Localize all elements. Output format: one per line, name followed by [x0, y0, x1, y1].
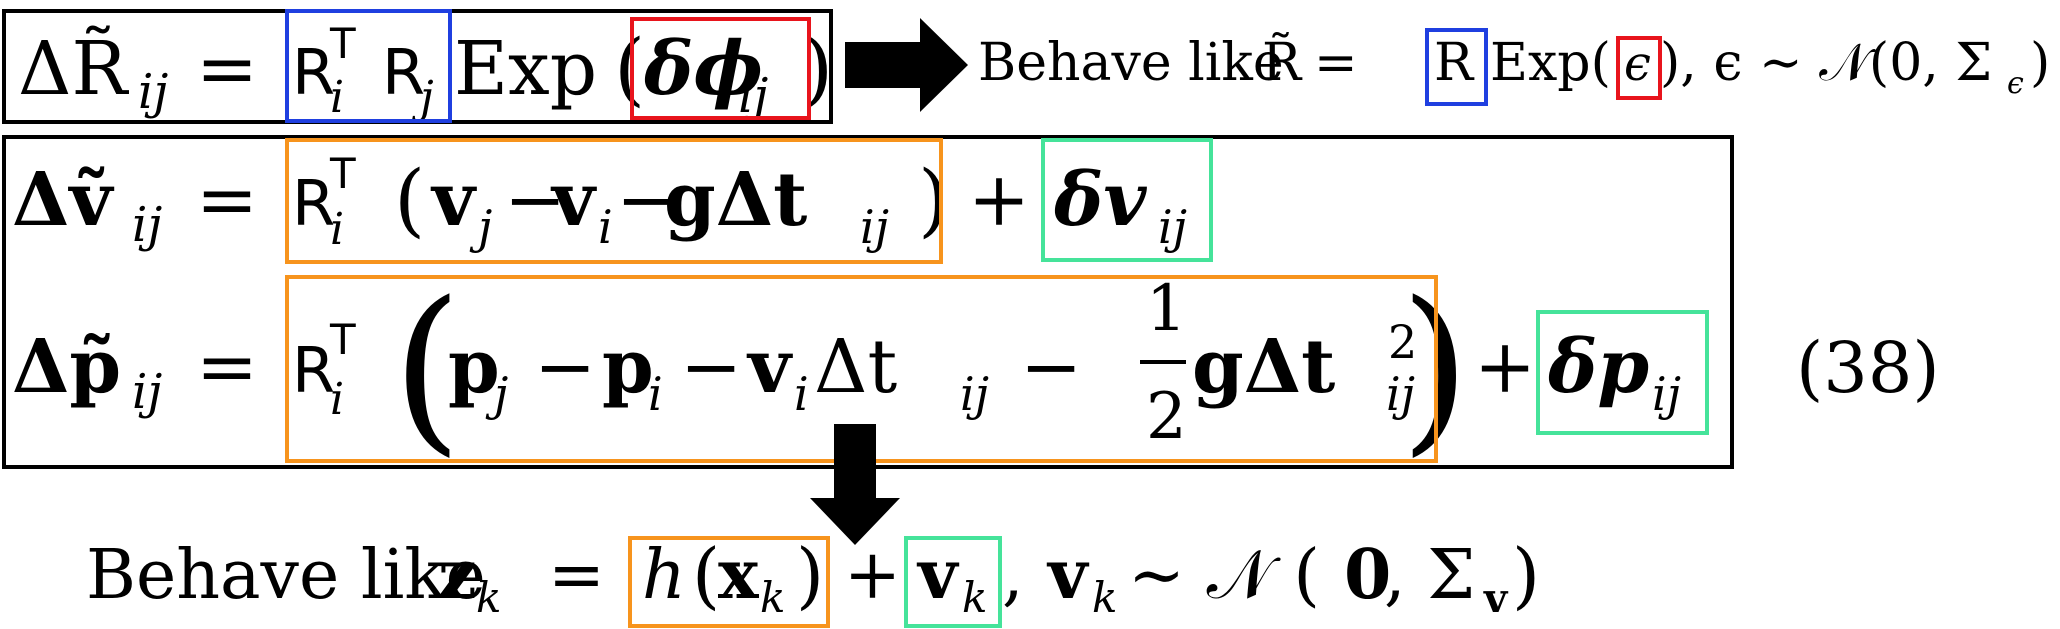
measurement-v-subscript: k: [962, 573, 987, 622]
position-minus-1: −: [534, 324, 596, 410]
equation-number: (38): [1796, 327, 1940, 409]
measurement-comma: ,: [1002, 536, 1024, 615]
velocity-g-dt: gΔt: [664, 157, 807, 243]
position-pj: p: [448, 324, 500, 410]
position-dp-subscript: ij: [1652, 367, 1681, 421]
position-vi-subscript: i: [794, 367, 809, 421]
measurement-v: v: [916, 535, 960, 615]
rotation-model-close: ): [2030, 33, 2050, 93]
arrow-down-icon: [810, 424, 900, 545]
velocity-vj: v: [430, 157, 477, 243]
rotation-model-exp: Exp(: [1490, 33, 1611, 93]
position-pi-subscript: i: [648, 367, 663, 421]
velocity-dv-subscript: ij: [1158, 200, 1187, 254]
position-R: R: [292, 334, 335, 407]
position-pi: p: [602, 324, 654, 410]
measurement-close: ): [1512, 533, 1540, 617]
rotation-Ri-subscript: i: [330, 72, 344, 123]
velocity-paren-close: ): [918, 153, 949, 246]
measurement-plus: +: [844, 536, 901, 615]
rotation-model-R-tilde: R̃: [1262, 32, 1303, 93]
measurement-z-subscript: k: [476, 573, 501, 622]
position-R-transpose: T: [329, 315, 356, 364]
rotation-base-highlight: [285, 9, 452, 123]
rotation-dphi-subscript: ij: [738, 68, 768, 124]
measurement-distribution: ∼ 𝒩 (: [1128, 536, 1320, 615]
measurement-noise-highlight: [904, 536, 1002, 628]
measurement-sigma: , Σ: [1384, 536, 1475, 615]
measurement-x-subscript: k: [760, 573, 785, 622]
velocity-paren-open: (: [394, 153, 425, 246]
position-minus-3: −: [1020, 324, 1082, 410]
velocity-equals: =: [196, 157, 258, 243]
velocity-vi: v: [550, 157, 597, 243]
velocity-minus-1: −: [504, 157, 566, 243]
velocity-dv: δv: [1053, 157, 1147, 243]
measurement-paren-open: (: [692, 533, 720, 617]
rotation-lhs: ΔR̃: [18, 26, 129, 112]
rotation-Ri-transpose: T: [329, 19, 356, 68]
position-dt2-subscript: ij: [1386, 367, 1415, 421]
velocity-lhs: Δṽ: [12, 157, 114, 243]
velocity-R: R: [292, 167, 335, 240]
position-lhs: Δp̃: [12, 324, 121, 410]
rotation-behave-like: Behave like: [978, 33, 1284, 93]
rotation-model-equals: =: [1314, 33, 1358, 93]
measurement-z: z: [438, 535, 477, 615]
position-R-subscript: i: [330, 374, 344, 425]
position-paren-open: (: [392, 264, 462, 473]
position-noise-highlight: [1536, 310, 1709, 435]
rotation-model-epsilon: ϵ: [1624, 36, 1651, 92]
velocity-noise-highlight: [1041, 138, 1213, 262]
velocity-minus-2: −: [616, 157, 678, 243]
position-lhs-subscript: ij: [132, 364, 162, 420]
position-dt-superscript: 2: [1388, 315, 1417, 369]
rotation-Ri: R: [292, 36, 335, 109]
measurement-sigma-subscript: v: [1483, 575, 1509, 622]
rotation-lhs-subscript: ij: [138, 64, 168, 120]
position-dt-subscript: ij: [960, 367, 989, 421]
rotation-model-epsilon-highlight: [1616, 36, 1662, 100]
velocity-prediction-highlight: [285, 138, 943, 264]
position-g-dt: gΔt: [1192, 324, 1335, 410]
measurement-equals: =: [548, 536, 605, 615]
position-dp: δp: [1547, 324, 1649, 410]
measurement-v2: v: [1046, 535, 1090, 615]
velocity-dt-subscript: ij: [860, 200, 889, 254]
position-plus: +: [1474, 324, 1536, 410]
rotation-model-sigma-subscript: ϵ: [2007, 66, 2024, 101]
position-equals: =: [196, 324, 258, 410]
position-minus-2: −: [680, 324, 742, 410]
measurement-h: h: [642, 536, 686, 615]
velocity-position-frame: [2, 135, 1734, 469]
rotation-paren-close: ): [802, 22, 833, 115]
rotation-equals: =: [196, 26, 258, 112]
velocity-plus: +: [968, 157, 1030, 243]
measurement-model-highlight: [628, 536, 830, 628]
measurement-x: x: [718, 535, 759, 615]
rotation-model-distribution: ), ϵ ∼ 𝒩(0, Σ: [1660, 33, 1992, 93]
measurement-paren-close: ): [796, 533, 824, 617]
rotation-paren-open: (: [614, 22, 645, 115]
position-frac-numerator: 1: [1146, 272, 1187, 346]
rotation-dphi: δϕ: [643, 26, 763, 112]
rotation-noise-highlight: [630, 17, 811, 120]
arrow-right-icon: [845, 18, 968, 112]
measurement-zero: 0: [1344, 535, 1391, 615]
position-frac-denominator: 2: [1146, 380, 1187, 454]
rotation-model-R-highlight: [1425, 28, 1488, 106]
rotation-exp: Exp: [454, 26, 597, 112]
velocity-lhs-subscript: ij: [132, 197, 162, 253]
velocity-R-transpose: T: [329, 149, 356, 198]
measurement-v2-subscript: k: [1092, 573, 1117, 622]
rotation-model-R: R: [1434, 33, 1475, 93]
position-dt: Δt: [814, 324, 897, 410]
rotation-Rj: R: [382, 36, 425, 109]
measurement-behave-like: Behave like: [86, 536, 486, 615]
position-vi: v: [746, 324, 793, 410]
velocity-R-subscript: i: [330, 204, 344, 255]
velocity-vi-subscript: i: [598, 200, 613, 254]
